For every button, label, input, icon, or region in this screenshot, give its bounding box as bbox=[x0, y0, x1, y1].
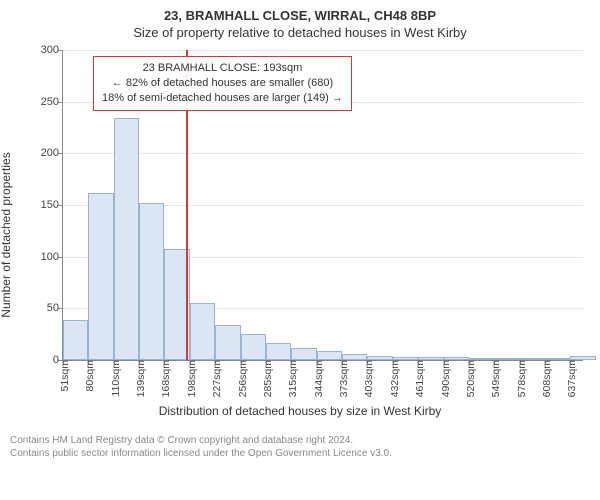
page-title: 23, BRAMHALL CLOSE, WIRRAL, CH48 8BP bbox=[0, 8, 600, 23]
histogram-bar bbox=[291, 348, 316, 360]
xtick-label: 51sqm bbox=[55, 360, 71, 392]
annotation-box: 23 BRAMHALL CLOSE: 193sqm ← 82% of detac… bbox=[93, 56, 352, 111]
xtick-label: 461sqm bbox=[410, 360, 426, 397]
annotation-line: ← 82% of detached houses are smaller (68… bbox=[102, 76, 343, 91]
gridline bbox=[63, 153, 583, 154]
ytick-label: 50 bbox=[25, 302, 63, 314]
xtick-label: 520sqm bbox=[461, 360, 477, 397]
chart-container: Number of detached properties 0501001502… bbox=[0, 40, 600, 430]
annotation-line: 18% of semi-detached houses are larger (… bbox=[102, 91, 343, 106]
xtick-label: 432sqm bbox=[385, 360, 401, 397]
x-axis-label: Distribution of detached houses by size … bbox=[0, 404, 600, 418]
histogram-bar bbox=[63, 320, 88, 360]
annotation-line: 23 BRAMHALL CLOSE: 193sqm bbox=[102, 61, 343, 76]
y-axis-label: Number of detached properties bbox=[0, 152, 13, 317]
histogram-bar bbox=[190, 303, 215, 360]
xtick-label: 549sqm bbox=[486, 360, 502, 397]
xtick-label: 285sqm bbox=[258, 360, 274, 397]
histogram-bar bbox=[266, 343, 291, 360]
xtick-label: 198sqm bbox=[182, 360, 198, 397]
footer-line: Contains public sector information licen… bbox=[10, 447, 590, 460]
ytick-label: 300 bbox=[25, 44, 63, 56]
ytick-label: 200 bbox=[25, 147, 63, 159]
ytick-label: 250 bbox=[25, 96, 63, 108]
xtick-label: 608sqm bbox=[537, 360, 553, 397]
histogram-bar bbox=[241, 334, 266, 360]
xtick-label: 637sqm bbox=[562, 360, 578, 397]
xtick-label: 490sqm bbox=[436, 360, 452, 397]
ytick-label: 100 bbox=[25, 251, 63, 263]
xtick-label: 139sqm bbox=[131, 360, 147, 397]
histogram-bar bbox=[88, 193, 113, 360]
xtick-label: 578sqm bbox=[512, 360, 528, 397]
xtick-label: 403sqm bbox=[359, 360, 375, 397]
xtick-label: 344sqm bbox=[309, 360, 325, 397]
xtick-label: 80sqm bbox=[80, 360, 96, 392]
header: 23, BRAMHALL CLOSE, WIRRAL, CH48 8BP Siz… bbox=[0, 0, 600, 40]
footer: Contains HM Land Registry data © Crown c… bbox=[0, 430, 600, 460]
gridline bbox=[63, 50, 583, 51]
xtick-label: 256sqm bbox=[233, 360, 249, 397]
page-subtitle: Size of property relative to detached ho… bbox=[0, 25, 600, 40]
histogram-bar bbox=[215, 325, 240, 360]
ytick-label: 150 bbox=[25, 199, 63, 211]
xtick-label: 315sqm bbox=[283, 360, 299, 397]
xtick-label: 168sqm bbox=[156, 360, 172, 397]
plot-area: 050100150200250300 23 BRAMHALL CLOSE: 19… bbox=[62, 50, 583, 361]
histogram-bar bbox=[114, 118, 139, 360]
histogram-bar bbox=[317, 351, 342, 360]
xtick-label: 227sqm bbox=[207, 360, 223, 397]
footer-line: Contains HM Land Registry data © Crown c… bbox=[10, 434, 590, 447]
xtick-label: 373sqm bbox=[334, 360, 350, 397]
histogram-bar bbox=[139, 203, 164, 360]
xtick-label: 110sqm bbox=[106, 360, 122, 397]
